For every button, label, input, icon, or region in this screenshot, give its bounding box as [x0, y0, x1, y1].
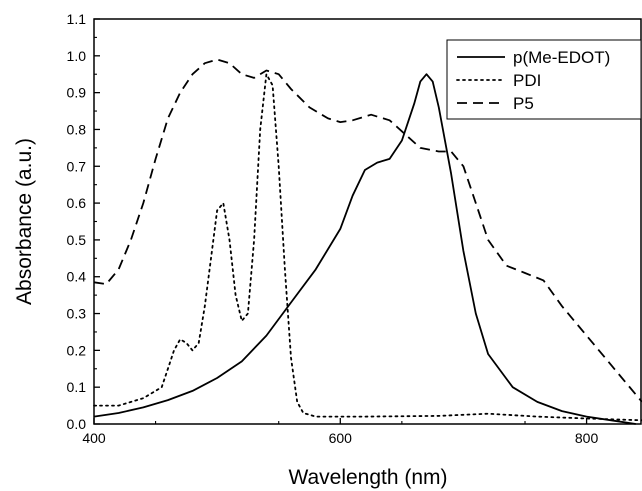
y-tick-label: 1.1	[67, 11, 87, 27]
legend: p(Me-EDOT) PDI P5	[446, 39, 642, 120]
y-tick-label: 0.6	[67, 195, 87, 211]
y-tick-label: 0.7	[67, 158, 87, 174]
legend-box	[446, 39, 642, 120]
plot-frame	[93, 18, 642, 425]
y-tick-label: 0.5	[67, 232, 87, 248]
series-line-p5	[93, 58, 642, 403]
y-tick-label: 0.2	[67, 342, 87, 358]
x-tick-label: 800	[575, 430, 599, 446]
series-line-p-me-edot	[93, 73, 636, 425]
x-tick-label: 600	[329, 430, 353, 446]
y-tick-label: 0.4	[67, 269, 87, 285]
x-tick-label: 400	[82, 430, 106, 446]
y-axis: 0.0 0.1 0.2 0.3 0.4 0.5 0.6 0.7 0.8 0.9 1.0 1.1	[67, 11, 100, 432]
y-tick-label: 0.0	[67, 416, 87, 432]
y-tick-label: 0.9	[67, 85, 87, 101]
y-tick-label: 0.3	[67, 306, 87, 322]
series-line-pdi	[93, 73, 642, 422]
y-tick-label: 0.8	[67, 121, 87, 137]
x-axis: 400 600 800	[82, 418, 598, 446]
y-tick-label: 0.1	[67, 379, 87, 395]
y-axis-label: Absorbance (a.u.)	[13, 138, 36, 305]
x-axis-label: Wavelength (nm)	[288, 466, 447, 489]
legend-label: PDI	[513, 71, 541, 90]
legend-label: p(Me-EDOT)	[513, 48, 610, 67]
legend-label: P5	[513, 94, 534, 113]
series-layer	[93, 58, 642, 425]
y-tick-label: 1.0	[67, 48, 87, 64]
